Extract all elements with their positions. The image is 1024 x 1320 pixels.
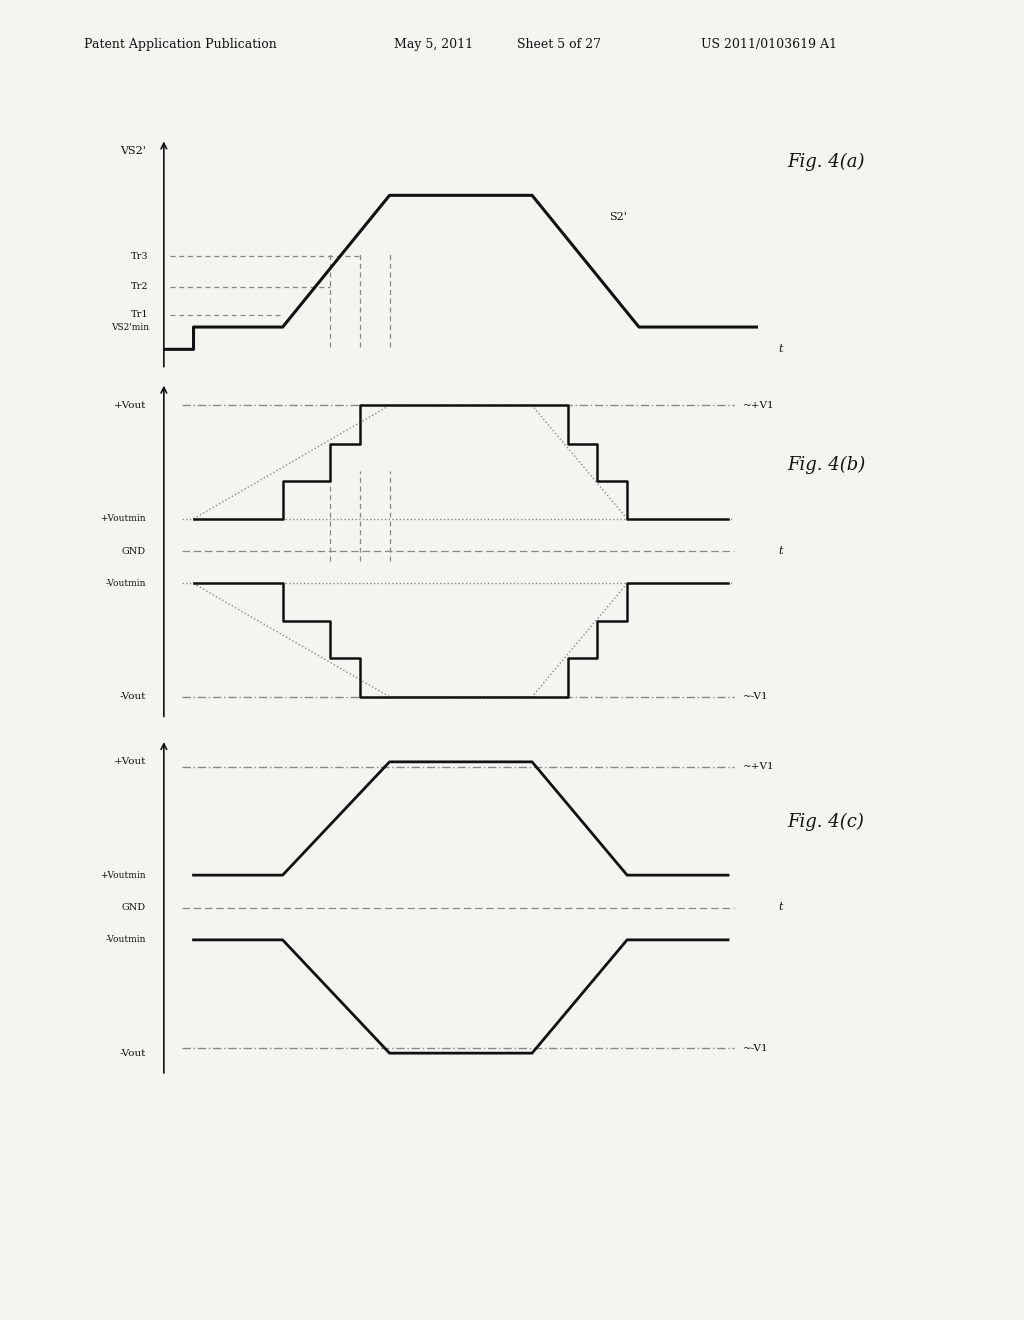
Text: +Vout: +Vout [114,401,146,411]
Text: Fig. 4(c): Fig. 4(c) [787,812,864,830]
Text: ~-V1: ~-V1 [743,692,769,701]
Text: -Vout: -Vout [120,692,146,701]
Text: t: t [778,345,783,354]
Text: May 5, 2011: May 5, 2011 [394,37,473,50]
Text: t: t [778,546,783,556]
Text: ~-V1: ~-V1 [743,1044,769,1053]
Text: US 2011/0103619 A1: US 2011/0103619 A1 [701,37,838,50]
Text: GND: GND [122,903,146,912]
Text: -Voutmin: -Voutmin [105,579,146,587]
Text: VS2'min: VS2'min [111,322,150,331]
Text: Tr3: Tr3 [131,252,150,260]
Text: Patent Application Publication: Patent Application Publication [84,37,276,50]
Text: ~+V1: ~+V1 [743,762,774,771]
Text: Tr2: Tr2 [131,282,150,290]
Text: t: t [778,903,783,912]
Text: +Vout: +Vout [114,758,146,767]
Text: S2': S2' [609,211,627,222]
Text: GND: GND [122,546,146,556]
Text: VS2': VS2' [120,145,146,156]
Text: ~+V1: ~+V1 [743,401,774,411]
Text: -Vout: -Vout [120,1048,146,1057]
Text: Tr1: Tr1 [131,310,150,319]
Text: +Voutmin: +Voutmin [100,515,146,523]
Text: +Voutmin: +Voutmin [100,871,146,879]
Text: Fig. 4(a): Fig. 4(a) [787,153,865,172]
Text: Sheet 5 of 27: Sheet 5 of 27 [517,37,601,50]
Text: -Voutmin: -Voutmin [105,936,146,944]
Text: Fig. 4(b): Fig. 4(b) [787,455,865,474]
